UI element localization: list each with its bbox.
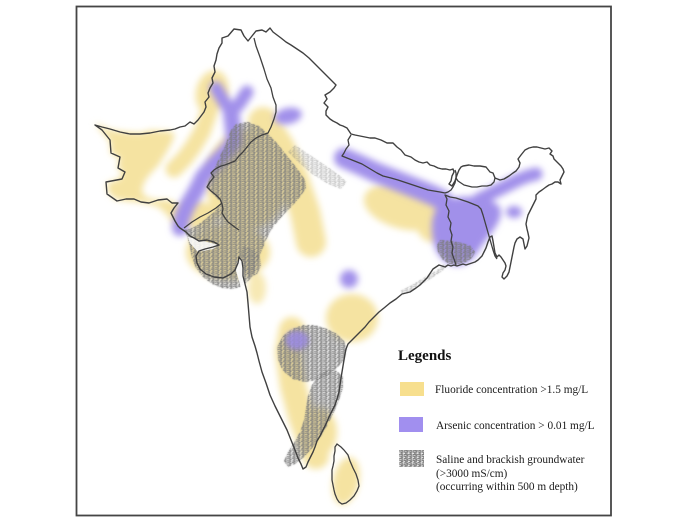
svg-text:Legends: Legends	[398, 348, 452, 364]
svg-text:Saline and brackish groundwate: Saline and brackish groundwater	[436, 454, 585, 466]
svg-text:(>3000 mS/cm): (>3000 mS/cm)	[436, 468, 508, 480]
svg-text:Arsenic concentration > 0.01 m: Arsenic concentration > 0.01 mg/L	[436, 420, 595, 432]
svg-text:Fluoride concentration >1.5 mg: Fluoride concentration >1.5 mg/L	[435, 384, 588, 396]
svg-text:(occurring within 500 m depth): (occurring within 500 m depth)	[436, 481, 578, 493]
